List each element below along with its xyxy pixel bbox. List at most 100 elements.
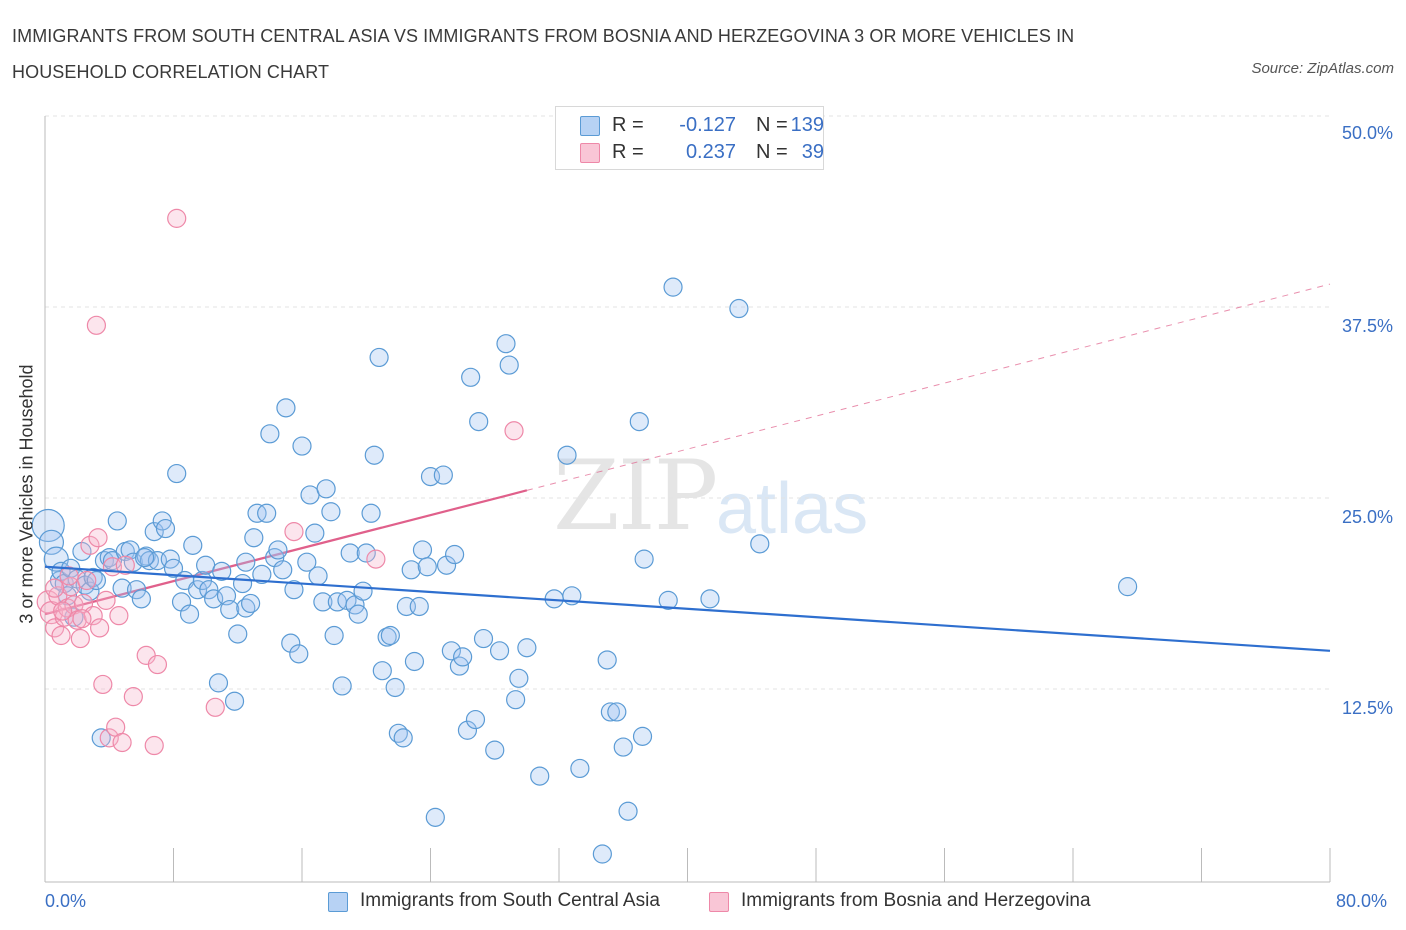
data-point-south-central-asia bbox=[499, 355, 519, 375]
data-point-south-central-asia bbox=[199, 580, 219, 600]
points-bosnia bbox=[36, 208, 524, 756]
data-point-south-central-asia bbox=[425, 807, 445, 827]
data-point-bosnia bbox=[284, 522, 304, 542]
data-point-south-central-asia bbox=[517, 638, 537, 658]
data-point-bosnia bbox=[80, 535, 100, 555]
data-point-south-central-asia bbox=[220, 599, 240, 620]
data-point-south-central-asia bbox=[509, 668, 529, 688]
data-point-south-central-asia bbox=[289, 644, 309, 664]
data-point-bosnia bbox=[53, 601, 73, 621]
data-point-south-central-asia bbox=[179, 604, 200, 624]
data-point-south-central-asia bbox=[404, 651, 425, 672]
data-point-south-central-asia bbox=[247, 503, 267, 523]
data-point-south-central-asia bbox=[409, 596, 429, 617]
data-point-south-central-asia bbox=[629, 412, 649, 432]
watermark-atlas: atlas bbox=[716, 469, 869, 549]
data-point-south-central-asia bbox=[292, 436, 312, 456]
data-point-south-central-asia bbox=[441, 641, 461, 661]
data-point-bosnia bbox=[45, 618, 65, 638]
data-point-south-central-asia bbox=[444, 544, 465, 565]
data-point-bosnia bbox=[88, 528, 108, 548]
data-point-south-central-asia bbox=[433, 465, 453, 485]
data-point-south-central-asia bbox=[600, 702, 621, 722]
data-point-bosnia bbox=[45, 578, 65, 598]
data-point-south-central-asia bbox=[356, 543, 376, 563]
data-point-south-central-asia bbox=[530, 766, 550, 786]
data-point-south-central-asia bbox=[700, 589, 720, 609]
legend-row-south-central-asia: R = -0.127 N = 139 bbox=[580, 113, 824, 137]
x-tick-label: 80.0% bbox=[1336, 891, 1388, 911]
legend-label: Immigrants from South Central Asia bbox=[360, 890, 660, 911]
data-point-south-central-asia bbox=[457, 720, 478, 740]
data-point-south-central-asia bbox=[236, 552, 256, 572]
data-point-bosnia bbox=[70, 628, 90, 649]
axes bbox=[44, 116, 1331, 883]
data-point-south-central-asia bbox=[163, 558, 184, 578]
blue-swatch-icon bbox=[328, 892, 348, 912]
data-point-south-central-asia bbox=[401, 560, 421, 580]
data-point-south-central-asia bbox=[380, 625, 400, 646]
data-point-south-central-asia bbox=[385, 677, 405, 698]
r-label: R = bbox=[612, 141, 644, 163]
data-point-bosnia bbox=[99, 728, 119, 748]
data-point-south-central-asia bbox=[663, 277, 683, 297]
data-point-south-central-asia bbox=[257, 503, 277, 523]
data-point-south-central-asia bbox=[112, 578, 132, 598]
data-point-south-central-asia bbox=[107, 511, 127, 531]
data-point-bosnia bbox=[96, 590, 116, 610]
data-point-south-central-asia bbox=[300, 485, 320, 505]
correlation-legend: R = -0.127 N = 139 R = 0.237 N = 39 bbox=[555, 106, 824, 170]
data-point-south-central-asia bbox=[91, 728, 111, 748]
data-point-south-central-asia bbox=[313, 592, 333, 612]
trend-line-south-central-asia bbox=[44, 565, 1331, 652]
data-point-south-central-asia bbox=[144, 522, 164, 542]
data-point-bosnia bbox=[504, 421, 524, 441]
data-point-south-central-asia bbox=[284, 580, 304, 600]
data-point-bosnia bbox=[77, 570, 97, 591]
y-axis-label: 3 or more Vehicles in Household bbox=[16, 364, 37, 624]
data-point-south-central-asia bbox=[276, 398, 296, 418]
data-point-south-central-asia bbox=[361, 503, 381, 523]
data-point-south-central-asia bbox=[86, 570, 107, 591]
data-point-south-central-asia bbox=[473, 628, 494, 649]
legend-row-bosnia: R = 0.237 N = 39 bbox=[580, 140, 824, 164]
data-point-south-central-asia bbox=[496, 334, 516, 354]
data-point-south-central-asia bbox=[592, 844, 612, 864]
data-point-south-central-asia bbox=[485, 740, 505, 760]
y-tick-label: 37.5% bbox=[1341, 316, 1393, 336]
r-value: 0.237 bbox=[685, 141, 736, 163]
data-point-south-central-asia bbox=[260, 424, 280, 444]
data-point-bosnia bbox=[366, 549, 386, 569]
data-point-south-central-asia bbox=[570, 758, 590, 779]
data-point-south-central-asia bbox=[38, 529, 65, 555]
n-value: 39 bbox=[801, 141, 824, 163]
source-label: Source: ZipAtlas.com bbox=[1251, 60, 1394, 77]
legend-label: Immigrants from Bosnia and Herzegovina bbox=[741, 890, 1091, 911]
data-point-south-central-asia bbox=[506, 690, 526, 710]
data-point-south-central-asia bbox=[453, 647, 473, 667]
trend-line bbox=[44, 565, 1331, 652]
data-point-bosnia bbox=[51, 625, 71, 646]
data-point-south-central-asia bbox=[212, 561, 232, 581]
data-point-south-central-asia bbox=[332, 676, 352, 696]
n-value: 139 bbox=[790, 114, 824, 136]
data-point-south-central-asia bbox=[281, 633, 301, 653]
pink-swatch-icon bbox=[709, 892, 729, 912]
n-label: N = bbox=[756, 114, 788, 136]
data-point-bosnia bbox=[123, 687, 143, 707]
data-point-bosnia bbox=[147, 654, 168, 675]
data-point-south-central-asia bbox=[372, 661, 392, 681]
data-point-south-central-asia bbox=[364, 445, 384, 465]
data-point-south-central-asia bbox=[187, 580, 208, 600]
data-point-south-central-asia bbox=[316, 479, 336, 499]
data-point-south-central-asia bbox=[353, 581, 373, 601]
trend-line-bosnia bbox=[44, 283, 1331, 616]
data-point-bosnia bbox=[86, 315, 107, 335]
blue-swatch-icon bbox=[580, 116, 600, 136]
data-point-south-central-asia bbox=[155, 518, 176, 539]
data-point-south-central-asia bbox=[131, 589, 151, 609]
data-point-bosnia bbox=[90, 618, 110, 638]
data-point-bosnia bbox=[59, 566, 79, 586]
data-point-bosnia bbox=[83, 606, 103, 626]
data-point-south-central-asia bbox=[340, 543, 360, 563]
